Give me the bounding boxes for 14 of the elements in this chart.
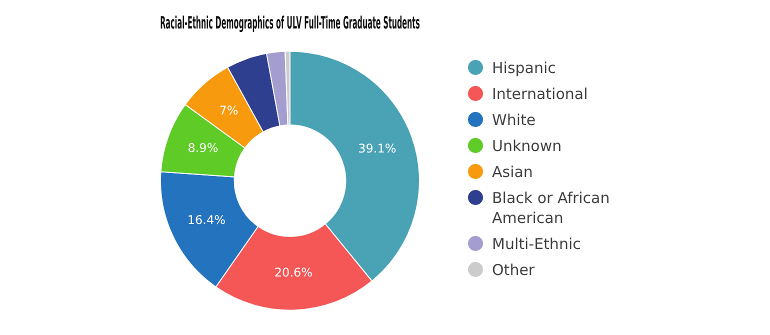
- data-label: 8.9%: [188, 141, 218, 156]
- legend-label: Hispanic: [492, 58, 556, 78]
- legend-label: Multi-Ethnic: [492, 234, 581, 254]
- chart-title: Racial-Ethnic Demographics of ULV Full-Time Graduate Students: [160, 14, 420, 34]
- legend-label: White: [492, 110, 536, 130]
- legend-label: Unknown: [492, 136, 562, 156]
- data-label: 20.6%: [274, 265, 313, 280]
- legend-label: International: [492, 84, 588, 104]
- legend-label: Other: [492, 260, 535, 280]
- legend-label: Asian: [492, 162, 533, 182]
- legend-label: Black or African American: [492, 188, 611, 228]
- data-label: 7%: [219, 103, 238, 118]
- data-label: 16.4%: [187, 212, 226, 227]
- data-label: 39.1%: [358, 142, 396, 156]
